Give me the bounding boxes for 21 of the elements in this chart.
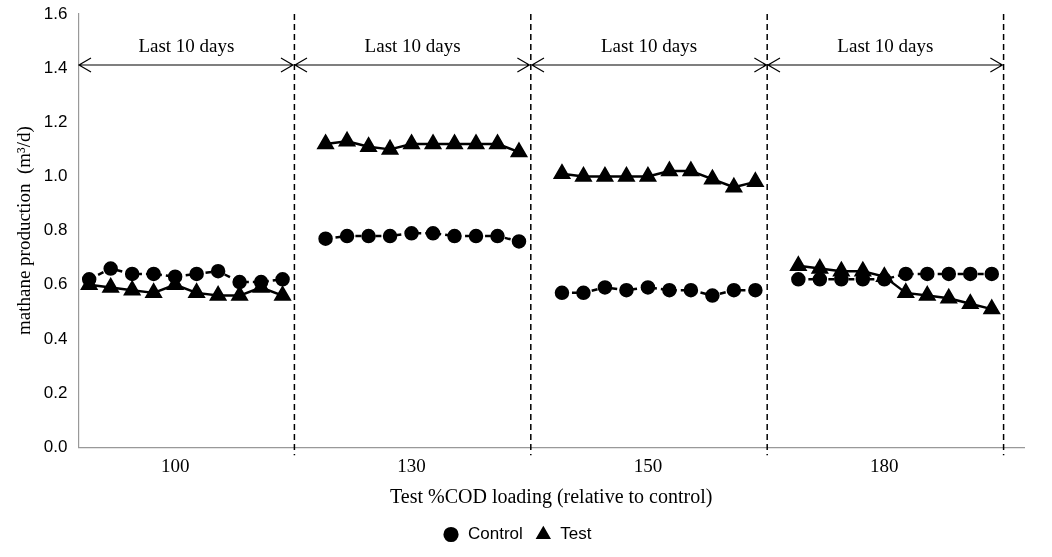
- x-tick-label: 100: [160, 454, 190, 476]
- y-tick-label: 0.2: [43, 382, 68, 402]
- annotation: Last 10 days: [364, 35, 461, 57]
- y-tick-label: 0.8: [43, 220, 68, 240]
- legend-label: Control: [468, 524, 523, 544]
- x-axis-title: Test %COD loading (relative to control): [390, 485, 713, 509]
- y-tick-label: 0.4: [43, 328, 68, 348]
- y-axis-title: mathane production (m³/d): [13, 126, 36, 336]
- annotation: Last 10 days: [138, 35, 235, 57]
- annotation: Last 10 days: [837, 35, 934, 57]
- legend-label: Test: [560, 524, 592, 544]
- x-tick-label: 180: [870, 454, 899, 476]
- y-tick-label: 0.0: [43, 436, 68, 456]
- y-tick-label: 1.6: [43, 3, 68, 23]
- x-tick-label: 150: [633, 454, 663, 476]
- y-tick-label: 1.2: [43, 111, 68, 131]
- x-tick-label: 130: [397, 454, 426, 476]
- y-tick-label: 1.4: [43, 57, 68, 77]
- y-tick-label: 1.0: [43, 166, 68, 186]
- annotation: Last 10 days: [600, 35, 698, 57]
- y-tick-label: 0.6: [43, 274, 68, 294]
